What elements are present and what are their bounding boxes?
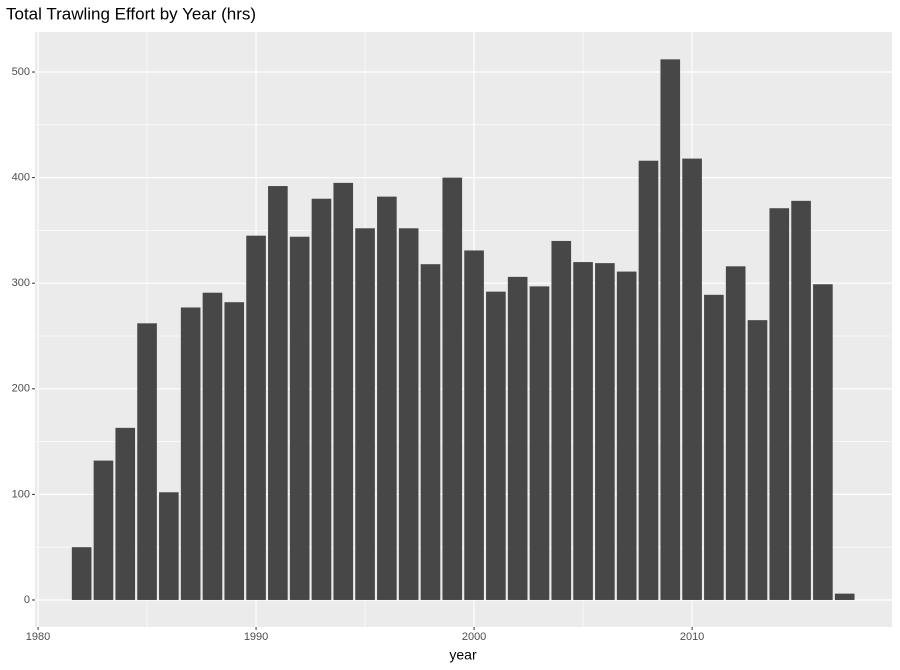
bar [333, 182, 354, 600]
bar [355, 228, 375, 600]
y-tick-label: 100 [12, 488, 30, 500]
chart-title: Total Trawling Effort by Year (hrs) [6, 4, 256, 23]
bar [682, 158, 702, 600]
bar [115, 427, 136, 600]
bar [268, 186, 288, 600]
y-tick-label: 0 [24, 594, 30, 606]
bar [464, 250, 484, 600]
bar [704, 294, 724, 600]
bar [224, 302, 245, 600]
bar [616, 271, 637, 600]
x-tick-label: 2010 [680, 631, 704, 643]
x-axis-label: year [449, 647, 477, 663]
bar [595, 263, 615, 600]
bar [725, 266, 746, 600]
y-tick-label: 400 [12, 172, 30, 184]
bar [398, 228, 419, 600]
bar [93, 460, 114, 600]
bar [791, 200, 811, 600]
bar [769, 208, 790, 600]
bar [747, 320, 768, 600]
bar [834, 593, 855, 600]
x-tick-label: 1980 [26, 631, 50, 643]
bar [420, 264, 441, 600]
bar [289, 236, 310, 600]
bar [638, 160, 659, 600]
bar [137, 323, 157, 600]
x-tick-label: 2000 [462, 631, 486, 643]
bar [573, 262, 593, 600]
bar [551, 240, 572, 600]
bar [486, 291, 506, 600]
bar [377, 196, 397, 600]
bar [660, 59, 681, 600]
bar [813, 284, 833, 600]
bar [507, 276, 528, 600]
bar [311, 198, 332, 600]
y-tick-label: 500 [12, 66, 30, 78]
bar [159, 492, 179, 600]
y-tick-label: 300 [12, 277, 30, 289]
bar [529, 286, 550, 600]
x-tick-label: 1990 [244, 631, 268, 643]
y-tick-label: 200 [12, 383, 30, 395]
bar [246, 235, 266, 600]
bar [202, 292, 223, 600]
bar [180, 307, 201, 600]
bar [442, 177, 463, 600]
bar [71, 547, 92, 600]
